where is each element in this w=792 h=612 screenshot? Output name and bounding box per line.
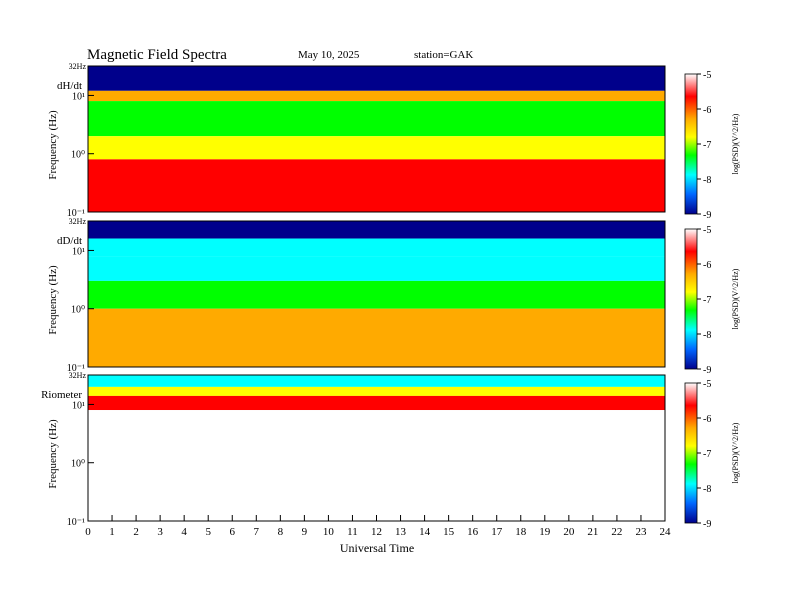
colorbar-tick-label: -5 <box>703 70 711 81</box>
spectral-band <box>88 280 665 309</box>
colorbar-tick-label: -7 <box>703 449 711 460</box>
colorbar-label: log(PSD)(V^2/Hz) <box>731 422 740 483</box>
colorbar <box>684 382 698 524</box>
colorbar-tick-label: -8 <box>703 330 711 341</box>
x-tick-label: 15 <box>443 526 455 538</box>
x-tick-label: 21 <box>587 526 598 538</box>
spectral-band <box>88 256 665 281</box>
colorbar <box>684 228 698 370</box>
colorbar-tick-label: -6 <box>703 414 711 425</box>
colorbar-tick-label: -7 <box>703 140 711 151</box>
y-axis-label: Frequency (Hz) <box>47 110 59 180</box>
x-tick-label: 6 <box>230 526 236 538</box>
x-tick-label: 24 <box>660 526 672 538</box>
x-tick-label: 10 <box>323 526 335 538</box>
x-tick-label: 13 <box>395 526 407 538</box>
top-frequency-label: 32Hz <box>69 217 87 226</box>
x-tick-label: 12 <box>371 526 382 538</box>
colorbar-tick-label: -6 <box>703 105 711 116</box>
colorbar-tick-label: -5 <box>703 379 711 390</box>
x-tick-label: 18 <box>515 526 527 538</box>
y-tick-label: 10⁻¹ <box>67 517 85 528</box>
panel-name-label: dH/dt <box>57 80 82 92</box>
plot-frame <box>87 220 666 368</box>
x-tick-label: 19 <box>539 526 551 538</box>
panel-3: Riometer 32Hz 10¹ 10⁰ 10⁻¹ Frequency (Hz) -5 -6… <box>41 371 740 530</box>
colorbar-label: log(PSD)(V^2/Hz) <box>731 113 740 174</box>
y-tick-label: 10¹ <box>72 246 85 257</box>
colorbar-tick-label: -7 <box>703 295 711 306</box>
date-label: May 10, 2025 <box>298 49 360 61</box>
station-label: station=GAK <box>414 49 473 61</box>
x-tick-label: 5 <box>205 526 211 538</box>
panel-1: dH/dt 32Hz 10¹ 10⁰ 10⁻¹ Frequency (Hz) -5 -6 -7 -… <box>47 62 740 221</box>
x-tick-label: 11 <box>347 526 358 538</box>
y-tick-label: 10¹ <box>72 91 85 102</box>
x-tick-label: 2 <box>133 526 139 538</box>
spectral-band <box>88 101 665 137</box>
x-tick-label: 0 <box>85 526 91 538</box>
x-tick-label: 22 <box>611 526 622 538</box>
y-axis-label: Frequency (Hz) <box>47 265 59 335</box>
top-frequency-label: 32Hz <box>69 62 87 71</box>
colorbar <box>684 73 698 215</box>
spectral-band <box>88 66 665 91</box>
panel-2: dD/dt 32Hz 10¹ 10⁰ 10⁻¹ Frequency (Hz) -5 -6 -7 -… <box>47 217 740 376</box>
colorbar-tick-label: -8 <box>703 484 711 495</box>
x-tick-label: 8 <box>278 526 284 538</box>
spectral-band <box>88 90 665 102</box>
spectral-band <box>88 136 665 160</box>
colorbar-label: log(PSD)(V^2/Hz) <box>731 268 740 329</box>
x-tick-label: 7 <box>254 526 260 538</box>
x-tick-label: 16 <box>467 526 479 538</box>
x-tick-label: 3 <box>157 526 163 538</box>
spectral-band <box>88 308 665 367</box>
y-axis-label: Frequency (Hz) <box>47 419 59 489</box>
colorbar-tick-label: -9 <box>703 210 711 221</box>
panel-name-label: Riometer <box>41 389 82 401</box>
spectral-band <box>88 375 665 387</box>
panels: dH/dt 32Hz 10¹ 10⁰ 10⁻¹ Frequency (Hz) -5 -6 -7 -… <box>41 62 740 530</box>
spectral-band <box>88 159 665 212</box>
spectral-band <box>88 395 665 411</box>
x-tick-label: 4 <box>181 526 187 538</box>
y-tick-label: 10⁻¹ <box>67 208 85 219</box>
figure-title: Magnetic Field Spectra <box>87 47 227 63</box>
y-tick-label: 10⁰ <box>71 305 85 316</box>
y-tick-label: 10¹ <box>72 400 85 411</box>
x-tick-label: 1 <box>109 526 115 538</box>
x-tick-label: 9 <box>302 526 308 538</box>
x-tick-label: 23 <box>635 526 647 538</box>
spectral-band <box>88 221 665 239</box>
panel-name-label: dD/dt <box>57 235 82 247</box>
colorbar-tick-label: -6 <box>703 260 711 271</box>
colorbar-tick-label: -9 <box>703 519 711 530</box>
x-tick-label: 17 <box>491 526 503 538</box>
y-tick-label: 10⁰ <box>71 459 85 470</box>
time-axis: 0 1 2 3 4 5 6 7 8 9 10 11 12 13 14 15 16 17 18 19 20 21 22 23 24 <box>85 515 671 538</box>
x-tick-label: 14 <box>419 526 431 538</box>
x-axis-label: Universal Time <box>340 541 414 555</box>
colorbar-tick-label: -8 <box>703 175 711 186</box>
y-tick-label: 10⁰ <box>71 150 85 161</box>
y-tick-label: 10⁻¹ <box>67 363 85 374</box>
spectral-band <box>88 410 665 521</box>
colorbar-tick-label: -5 <box>703 225 711 236</box>
colorbar-tick-label: -9 <box>703 365 711 376</box>
spectral-band <box>88 238 665 257</box>
plot-frame <box>87 65 666 213</box>
top-frequency-label: 32Hz <box>69 371 87 380</box>
x-tick-label: 20 <box>563 526 575 538</box>
spectral-band <box>88 386 665 396</box>
